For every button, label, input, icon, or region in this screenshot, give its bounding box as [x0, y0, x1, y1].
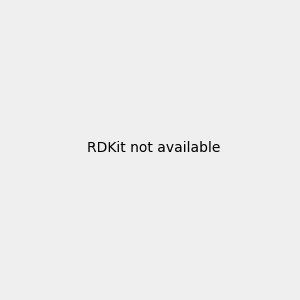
- Text: RDKit not available: RDKit not available: [87, 140, 220, 154]
